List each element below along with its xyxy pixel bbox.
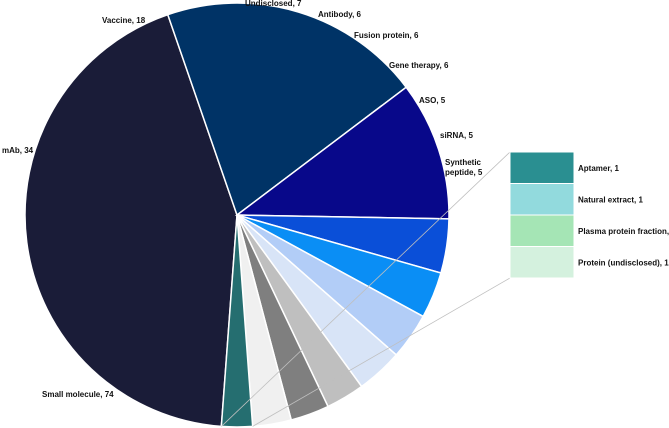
pie-slice-small-molecule-74 xyxy=(24,13,238,428)
breakout-label: Plasma protein fraction, 1 xyxy=(578,227,669,236)
breakout-connectors xyxy=(221,151,511,427)
label-mab: mAb, 34 xyxy=(2,146,34,155)
slice-labels: Small molecule, 74 mAb, 34 Vaccine, 18 U… xyxy=(2,0,483,399)
breakout-segment-natural-extract-1 xyxy=(509,183,575,216)
label-vaccine: Vaccine, 18 xyxy=(102,16,146,25)
breakout-bar: Aptamer, 1 Natural extract, 1 Plasma prote… xyxy=(509,151,669,279)
label-fusion-protein: Fusion protein, 6 xyxy=(354,31,419,40)
pie-slice-mab-34 xyxy=(166,2,408,217)
breakout-segment-aptamer-1 xyxy=(509,151,575,184)
label-synthetic-peptide: Synthetic peptide, 5 xyxy=(445,158,483,177)
label-small-molecule: Small molecule, 74 xyxy=(42,390,114,399)
breakout-label: Natural extract, 1 xyxy=(578,195,643,204)
breakout-segment-plasma-protein-fraction-1 xyxy=(509,214,575,247)
label-sirna: siRNA, 5 xyxy=(440,131,473,140)
breakout-label: Protein (undisclosed), 1 xyxy=(578,258,669,267)
label-antibody: Antibody, 6 xyxy=(318,10,362,19)
connector-line xyxy=(252,277,511,427)
breakout-segment-protein-undisclosed-1 xyxy=(509,246,575,279)
breakout-label: Aptamer, 1 xyxy=(578,164,619,173)
label-gene-therapy: Gene therapy, 6 xyxy=(389,61,449,70)
label-aso: ASO, 5 xyxy=(419,96,446,105)
label-undisclosed: Undisclosed, 7 xyxy=(245,0,302,8)
pie-slice-vaccine-18 xyxy=(234,86,450,220)
pie-slices xyxy=(24,2,450,428)
connector-line xyxy=(221,151,511,427)
